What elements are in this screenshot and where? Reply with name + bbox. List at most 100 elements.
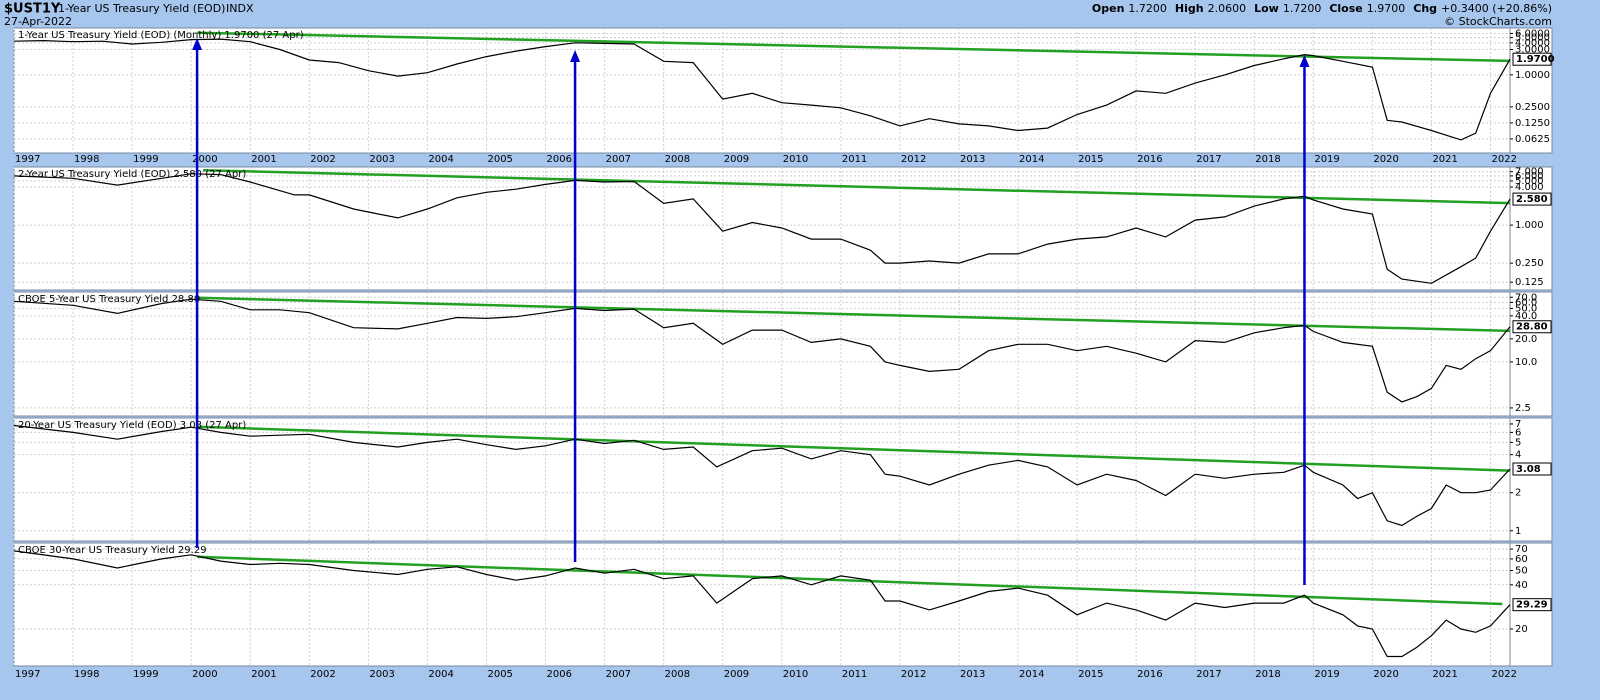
x-tick-label: 2021 bbox=[1432, 669, 1457, 680]
x-tick-label: 2016 bbox=[1137, 669, 1162, 680]
last-value-box bbox=[1512, 320, 1552, 334]
y-tick-label: 5 bbox=[1515, 437, 1521, 448]
x-tick-label: 2016 bbox=[1137, 154, 1162, 165]
panel bbox=[13, 542, 1553, 667]
x-tick-label: 2002 bbox=[310, 154, 335, 165]
x-tick-label: 2019 bbox=[1314, 154, 1339, 165]
y-tick-label: 5.0000 bbox=[1515, 33, 1550, 44]
last-value-box bbox=[1512, 598, 1552, 612]
x-tick-label: 2009 bbox=[724, 669, 749, 680]
y-tick-label: 4.0000 bbox=[1515, 38, 1550, 49]
x-tick-label: 2012 bbox=[901, 669, 926, 680]
y-tick-label: 1 bbox=[1515, 526, 1521, 537]
x-tick-label: 2022 bbox=[1492, 154, 1517, 165]
panel-title: 2-Year US Treasury Yield (EOD) 2.580 (27… bbox=[18, 169, 246, 180]
y-tick-label: 50 bbox=[1515, 566, 1528, 577]
x-tick-label: 2021 bbox=[1432, 154, 1457, 165]
y-tick-label: 10.0 bbox=[1515, 357, 1537, 368]
x-tick-label: 2006 bbox=[547, 669, 572, 680]
x-tick-label: 2020 bbox=[1373, 154, 1398, 165]
y-tick-label: 60 bbox=[1515, 554, 1528, 565]
y-tick-label: 4 bbox=[1515, 450, 1521, 461]
x-tick-label: 2018 bbox=[1255, 154, 1280, 165]
x-tick-label: 1998 bbox=[74, 154, 99, 165]
y-tick-label: 20.0 bbox=[1515, 334, 1537, 345]
last-value-label: 28.80 bbox=[1516, 322, 1548, 333]
y-tick-label: 0.250 bbox=[1515, 258, 1544, 269]
trendline bbox=[197, 555, 1503, 606]
trendline bbox=[197, 296, 1511, 333]
quote-value: 2.0600 bbox=[1208, 2, 1247, 15]
x-tick-label: 2017 bbox=[1196, 154, 1221, 165]
y-tick-label: 7.000 bbox=[1515, 167, 1544, 178]
x-tick-label: 2008 bbox=[665, 154, 690, 165]
last-value-box bbox=[1512, 52, 1552, 66]
quote-label: High bbox=[1175, 2, 1204, 15]
x-tick-label: 1999 bbox=[133, 154, 158, 165]
price-line bbox=[13, 424, 1511, 527]
x-tick-label: 2014 bbox=[1019, 669, 1044, 680]
x-tick-label: 2003 bbox=[369, 669, 394, 680]
x-tick-label: 2020 bbox=[1373, 669, 1398, 680]
x-tick-label: 2009 bbox=[724, 154, 749, 165]
trendline bbox=[197, 425, 1511, 472]
x-tick-label: 2017 bbox=[1196, 669, 1221, 680]
x-tick-label: 2000 bbox=[192, 669, 217, 680]
x-tick-label: 1998 bbox=[74, 669, 99, 680]
x-tick-label: 2005 bbox=[487, 154, 512, 165]
trendline bbox=[197, 31, 1511, 63]
x-tick-label: 2013 bbox=[960, 154, 985, 165]
panel-title: CBOE 30-Year US Treasury Yield 29.29 bbox=[18, 545, 207, 556]
quote-label: Close bbox=[1329, 2, 1362, 15]
x-tick-label: 2019 bbox=[1314, 669, 1339, 680]
quote-label: Chg bbox=[1413, 2, 1437, 15]
y-tick-label: 5.000 bbox=[1515, 176, 1544, 187]
panel bbox=[13, 291, 1553, 417]
last-value-label: 29.29 bbox=[1516, 600, 1548, 611]
y-tick-label: 2 bbox=[1515, 488, 1521, 499]
x-tick-label: 2011 bbox=[842, 669, 867, 680]
quote-label: Low bbox=[1254, 2, 1279, 15]
last-value-label: 1.9700 bbox=[1516, 54, 1555, 65]
x-tick-label: 2007 bbox=[606, 154, 631, 165]
y-tick-label: 50.0 bbox=[1515, 303, 1537, 314]
x-tick-label: 2007 bbox=[606, 669, 631, 680]
x-tick-label: 2005 bbox=[487, 669, 512, 680]
panel bbox=[13, 417, 1553, 542]
x-tick-label: 2015 bbox=[1078, 669, 1103, 680]
y-tick-label: 0.0625 bbox=[1515, 134, 1550, 145]
price-line bbox=[13, 298, 1511, 403]
quote-value: +0.3400 (+20.86%) bbox=[1441, 2, 1552, 15]
x-tick-label: 2012 bbox=[901, 154, 926, 165]
x-tick-label: 2004 bbox=[428, 669, 453, 680]
x-tick-label: 2013 bbox=[960, 669, 985, 680]
last-value-label: 3.08 bbox=[1516, 464, 1541, 475]
panel-title: CBOE 5-Year US Treasury Yield 28.80 bbox=[18, 294, 200, 305]
y-tick-label: 20 bbox=[1515, 624, 1528, 635]
last-value-box bbox=[1512, 192, 1552, 206]
x-tick-label: 2006 bbox=[547, 154, 572, 165]
y-tick-label: 60.0 bbox=[1515, 297, 1537, 308]
x-tick-label: 2010 bbox=[783, 154, 808, 165]
x-tick-label: 2002 bbox=[310, 669, 335, 680]
y-tick-label: 1.0000 bbox=[1515, 70, 1550, 81]
last-value-box bbox=[1512, 462, 1552, 476]
y-tick-label: 6 bbox=[1515, 427, 1521, 438]
y-tick-label: 7 bbox=[1515, 419, 1521, 430]
symbol: $UST1Y bbox=[4, 2, 61, 17]
quote: Open 1.7200 High 2.0600 Low 1.7200 Close 1.9700… bbox=[1092, 2, 1552, 15]
y-tick-label: 0.125 bbox=[1515, 277, 1544, 288]
x-tick-label: 1997 bbox=[15, 669, 40, 680]
y-tick-label: 0.2500 bbox=[1515, 102, 1550, 113]
y-tick-label: 6.0000 bbox=[1515, 28, 1550, 39]
y-tick-label: 1.000 bbox=[1515, 220, 1544, 231]
credit: © StockCharts.com bbox=[1444, 15, 1552, 28]
x-tick-label: 2003 bbox=[369, 154, 394, 165]
y-tick-label: 40.0 bbox=[1515, 311, 1537, 322]
y-tick-label: 70.0 bbox=[1515, 292, 1537, 303]
quote-value: 1.7200 bbox=[1128, 2, 1167, 15]
x-tick-label: 2011 bbox=[842, 154, 867, 165]
y-tick-label: 0.1250 bbox=[1515, 118, 1550, 129]
